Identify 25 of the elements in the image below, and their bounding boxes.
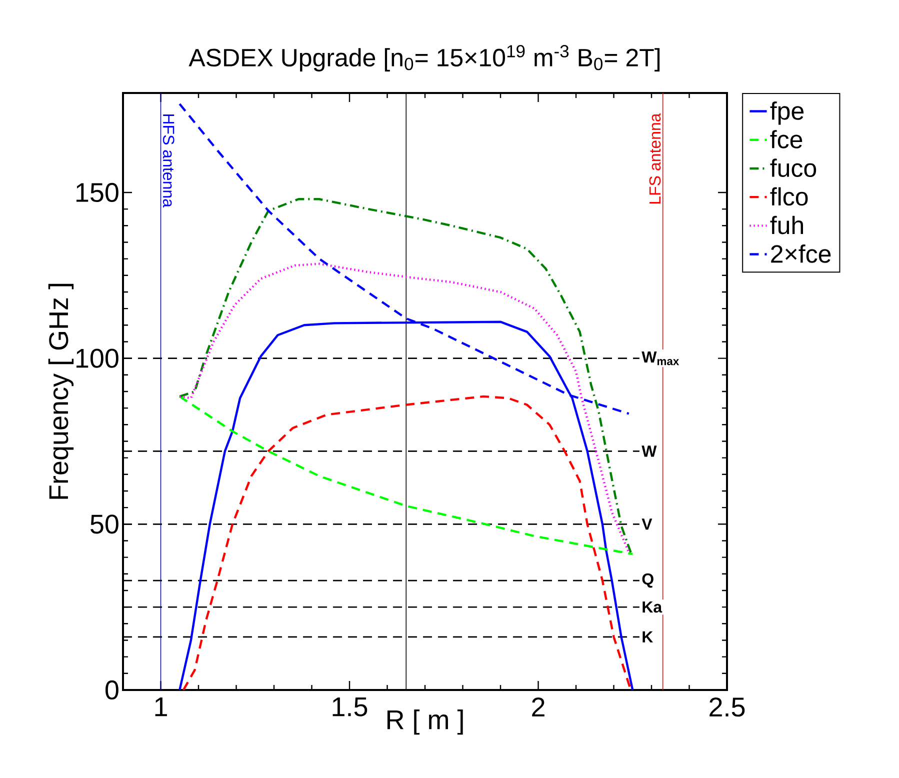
legend-label: fuco bbox=[770, 158, 816, 178]
ref-line-label: W$_{max}$ bbox=[642, 351, 680, 366]
legend-label: flco bbox=[770, 187, 808, 206]
chart-title: ASDEX Upgrade [n$_{0}$= 15×10$^{19}$ m$^{-3}$ B$_{0}$= 2T] bbox=[188, 45, 660, 72]
ref-line-label: LFS antenna bbox=[649, 113, 661, 204]
ref-line-label: W bbox=[642, 446, 657, 457]
x-tick-label: 1 bbox=[155, 698, 167, 716]
y-tick-label: 50 bbox=[90, 514, 118, 534]
ref-line-label: Ka bbox=[642, 601, 662, 613]
legend-label: fpe bbox=[770, 102, 804, 125]
ref-line-label: HFS antenna bbox=[162, 114, 174, 208]
legend-label: 2×fce bbox=[771, 244, 831, 263]
legend-label: fuh bbox=[770, 216, 803, 234]
ref-line-label: Q bbox=[642, 573, 654, 588]
legend-label: fce bbox=[770, 130, 802, 148]
ref-line-label: K bbox=[642, 631, 654, 642]
x-tick-label: 2.5 bbox=[710, 698, 745, 717]
y-tick-label: 100 bbox=[76, 348, 118, 368]
y-tick-label: 0 bbox=[106, 680, 118, 700]
ref-line-label: V bbox=[642, 518, 652, 530]
y-axis-title: Frequency [ GHz ] bbox=[48, 284, 74, 499]
y-tick-label: 150 bbox=[76, 182, 118, 202]
x-tick-label: 1.5 bbox=[332, 698, 368, 716]
x-axis-title: R [ m ] bbox=[387, 709, 463, 735]
x-tick-label: 2 bbox=[532, 698, 544, 716]
